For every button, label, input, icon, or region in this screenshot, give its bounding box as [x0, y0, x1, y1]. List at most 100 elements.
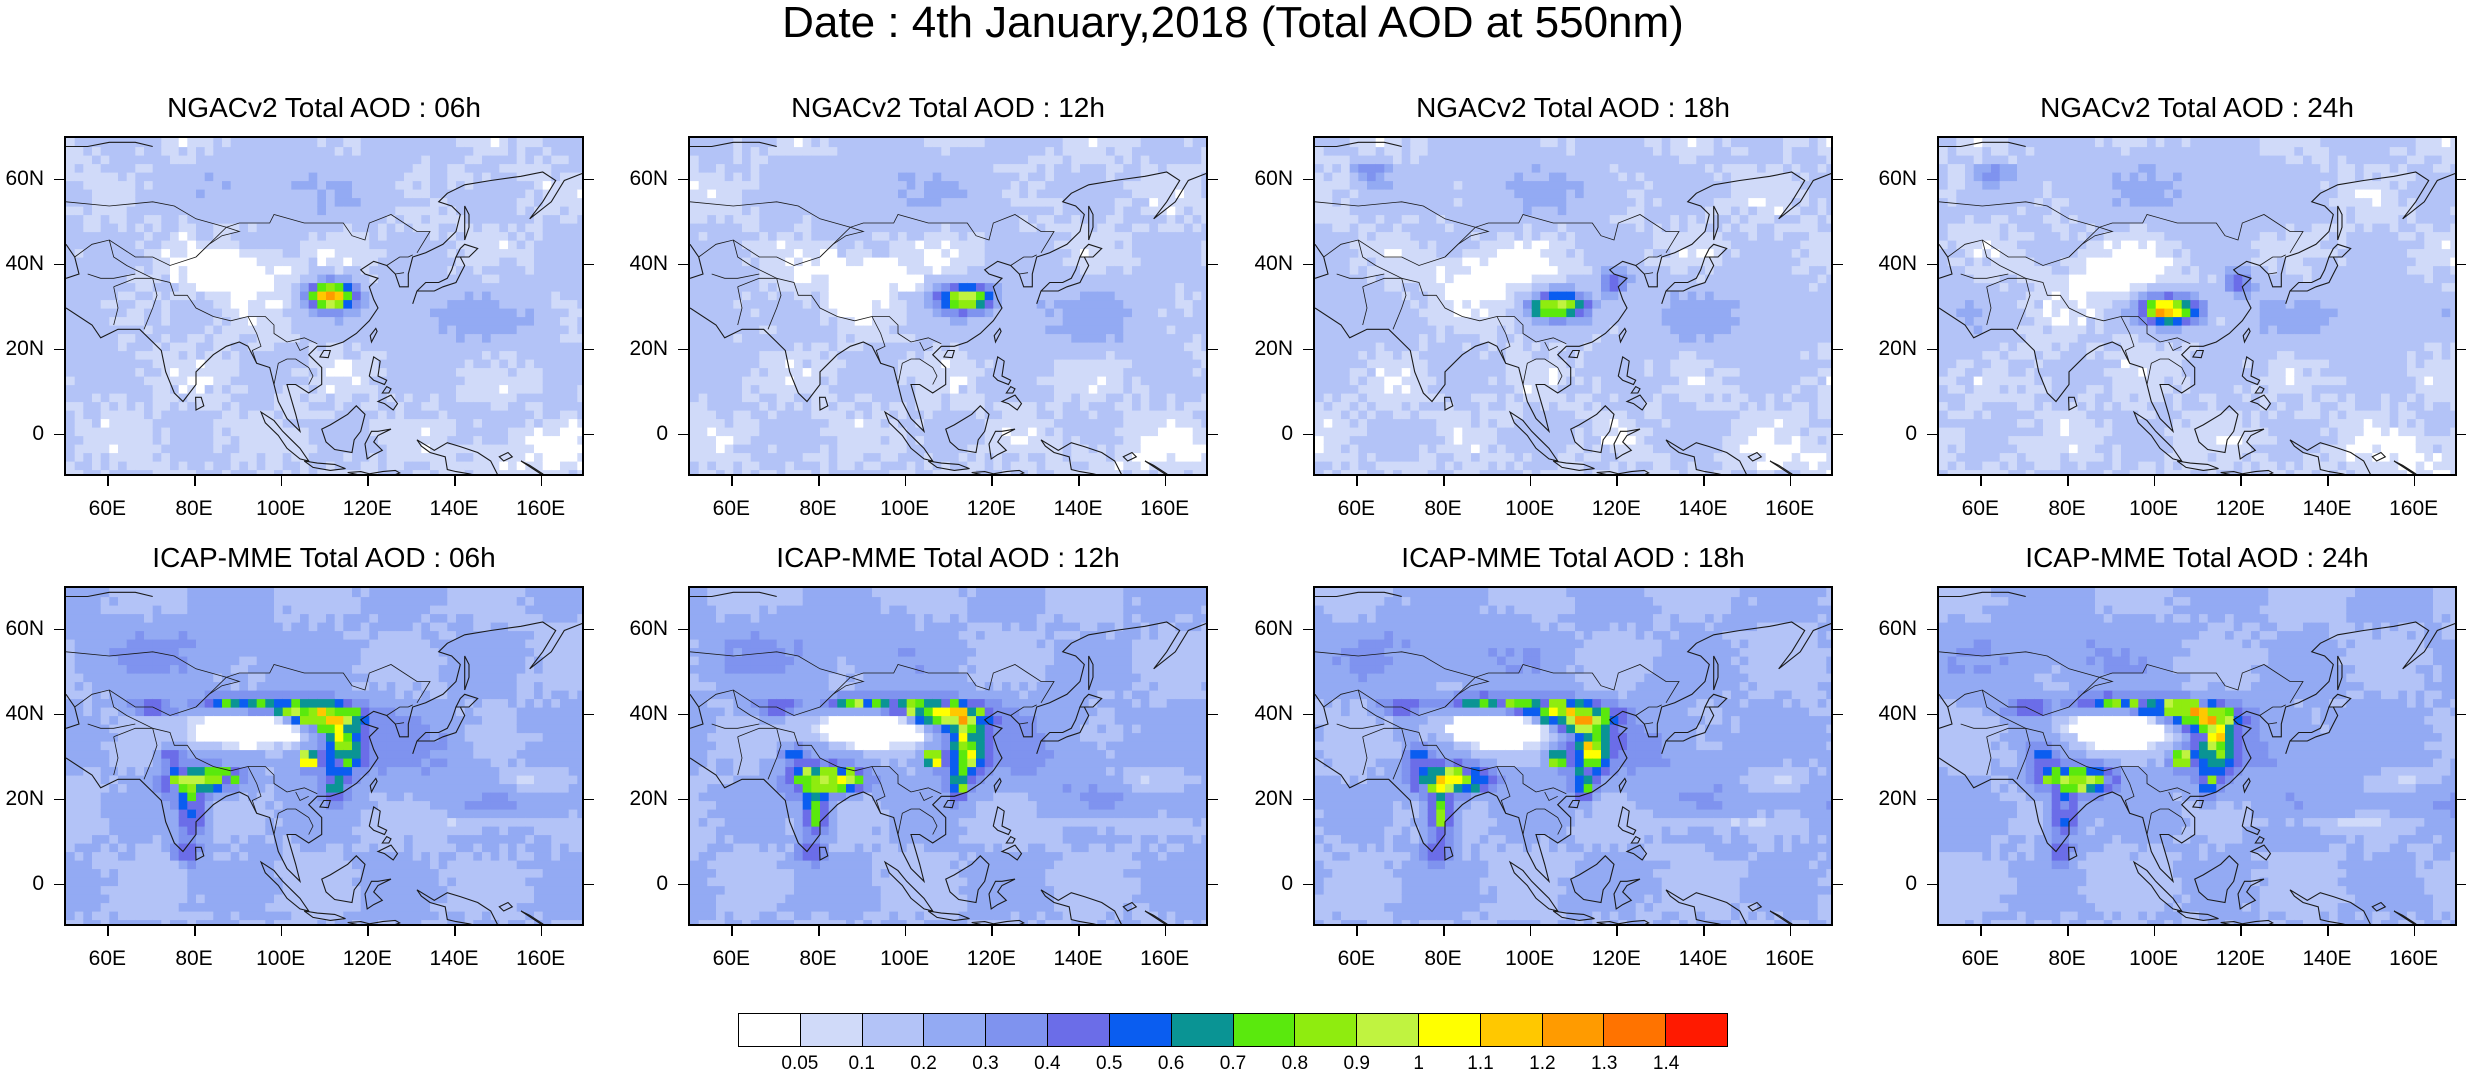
panel-title: NGACv2 Total AOD : 24h: [1917, 93, 2466, 123]
lat-tick: [1927, 884, 1937, 886]
lon-tick: [367, 926, 369, 936]
colorbar-label: 0.8: [1260, 1053, 1330, 1075]
lon-tick-label: 160E: [2379, 948, 2449, 970]
lon-tick-label: 100E: [870, 948, 940, 970]
colorbar-swatch: [986, 1014, 1048, 1046]
lon-tick: [2414, 476, 2416, 486]
lat-tick: [1927, 264, 1937, 266]
lat-tick: [678, 799, 688, 801]
colorbar-label: 1: [1384, 1053, 1454, 1075]
lat-tick: [584, 179, 594, 181]
colorbar-label: 0.9: [1322, 1053, 1392, 1075]
lat-tick: [54, 264, 64, 266]
panel-title: ICAP-MME Total AOD : 18h: [1293, 543, 1853, 573]
lat-tick-label: 60N: [1243, 168, 1293, 190]
lon-tick: [541, 476, 543, 486]
lon-tick: [1703, 476, 1705, 486]
lat-tick-label: 20N: [1243, 338, 1293, 360]
lat-tick: [54, 349, 64, 351]
lat-tick-label: 40N: [1243, 703, 1293, 725]
colorbar-label: 0.5: [1074, 1053, 1144, 1075]
lat-tick: [1303, 799, 1313, 801]
lat-tick-label: 60N: [618, 618, 668, 640]
aod-map-panel: [1937, 586, 2457, 926]
lat-tick-label: 0: [1243, 873, 1293, 895]
lat-tick: [584, 264, 594, 266]
lon-tick: [1356, 476, 1358, 486]
lon-tick-label: 80E: [1408, 948, 1478, 970]
lon-tick-label: 160E: [1755, 948, 1825, 970]
lat-tick: [1303, 179, 1313, 181]
lon-tick-label: 120E: [332, 498, 402, 520]
lon-tick: [1443, 476, 1445, 486]
lon-tick-label: 100E: [870, 498, 940, 520]
aod-map-panel: [64, 586, 584, 926]
lat-tick: [584, 629, 594, 631]
lat-tick: [584, 434, 594, 436]
panel-title: ICAP-MME Total AOD : 06h: [44, 543, 604, 573]
aod-field: [1315, 588, 1833, 926]
panel-title: NGACv2 Total AOD : 12h: [668, 93, 1228, 123]
lon-tick: [1790, 476, 1792, 486]
lon-tick: [991, 476, 993, 486]
colorbar-label: 0.3: [951, 1053, 1021, 1075]
lat-tick-label: 0: [1867, 423, 1917, 445]
aod-field: [66, 588, 584, 926]
colorbar-swatch: [1419, 1014, 1481, 1046]
panel-title: NGACv2 Total AOD : 18h: [1293, 93, 1853, 123]
lat-tick: [1833, 799, 1843, 801]
lon-tick: [2154, 476, 2156, 486]
lat-tick-label: 60N: [0, 618, 44, 640]
colorbar-swatch: [1666, 1014, 1727, 1046]
lon-tick-label: 140E: [419, 948, 489, 970]
lat-tick: [678, 629, 688, 631]
lat-tick: [54, 884, 64, 886]
lon-tick: [2240, 926, 2242, 936]
lat-tick: [1303, 629, 1313, 631]
lon-tick: [905, 476, 907, 486]
aod-map-panel: [1313, 136, 1833, 476]
colorbar-label: 1.2: [1507, 1053, 1577, 1075]
aod-field: [66, 138, 584, 476]
lon-tick-label: 160E: [1130, 498, 1200, 520]
lat-tick-label: 20N: [1867, 338, 1917, 360]
lon-tick-label: 100E: [2119, 498, 2189, 520]
lon-tick: [818, 476, 820, 486]
lat-tick: [2457, 884, 2466, 886]
lon-tick: [2414, 926, 2416, 936]
aod-map-panel: [1937, 136, 2457, 476]
lon-tick: [1530, 476, 1532, 486]
lon-tick-label: 160E: [506, 948, 576, 970]
lon-tick-label: 140E: [1043, 948, 1113, 970]
lon-tick-label: 120E: [2205, 948, 2275, 970]
colorbar-swatch: [1110, 1014, 1172, 1046]
lat-tick-label: 0: [1243, 423, 1293, 445]
lon-tick-label: 120E: [2205, 498, 2275, 520]
lon-tick-label: 100E: [1495, 498, 1565, 520]
lon-tick-label: 140E: [1668, 498, 1738, 520]
lat-tick: [1927, 714, 1937, 716]
lon-tick-label: 120E: [956, 498, 1026, 520]
lon-tick: [2327, 476, 2329, 486]
panel-title: NGACv2 Total AOD : 06h: [44, 93, 604, 123]
lon-tick-label: 60E: [1945, 948, 2015, 970]
lon-tick: [1530, 926, 1532, 936]
lon-tick-label: 120E: [956, 948, 1026, 970]
lat-tick-label: 40N: [1867, 253, 1917, 275]
lat-tick: [2457, 349, 2466, 351]
lat-tick: [2457, 714, 2466, 716]
lat-tick: [2457, 629, 2466, 631]
colorbar-swatch: [1481, 1014, 1543, 1046]
lon-tick-label: 140E: [1043, 498, 1113, 520]
figure-title: Date : 4th January,2018 (Total AOD at 55…: [0, 0, 2466, 48]
lat-tick: [2457, 799, 2466, 801]
colorbar-label: 1.4: [1631, 1053, 1701, 1075]
colorbar-swatch: [739, 1014, 801, 1046]
lon-tick-label: 160E: [1755, 498, 1825, 520]
colorbar-label: 1.3: [1569, 1053, 1639, 1075]
colorbar: [738, 1013, 1728, 1047]
lat-tick: [1833, 629, 1843, 631]
lat-tick-label: 20N: [0, 788, 44, 810]
lon-tick: [194, 476, 196, 486]
lat-tick-label: 60N: [618, 168, 668, 190]
